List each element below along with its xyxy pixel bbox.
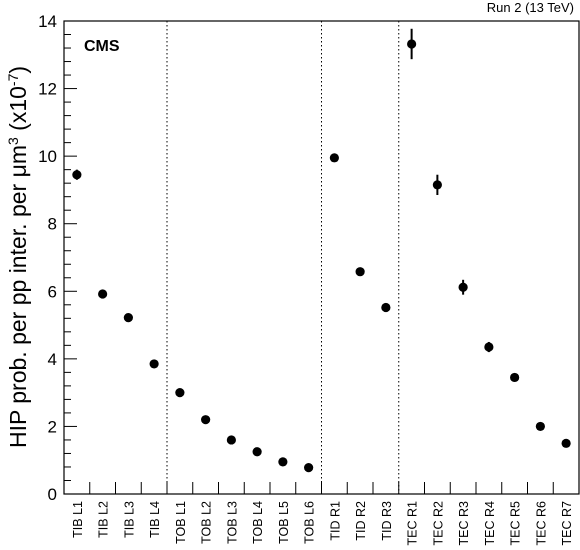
data-point (149, 359, 159, 369)
data-marker (123, 313, 133, 323)
x-tick-label: TOB L4 (251, 501, 265, 544)
x-tick-label: TID R2 (354, 501, 368, 541)
data-marker (175, 388, 185, 398)
x-tick-label: TOB L1 (174, 501, 188, 544)
y-tick-label: 14 (38, 12, 57, 31)
data-point (123, 313, 133, 323)
x-tick-label: TIB L4 (148, 501, 162, 538)
data-point (458, 279, 468, 295)
data-point (381, 302, 391, 313)
x-tick-label: TOB L3 (225, 501, 239, 544)
y-tick-label: 8 (48, 215, 57, 234)
x-tick-label: TOB L5 (277, 501, 291, 544)
region-separators (166, 21, 400, 494)
x-tick-label: TIB L2 (97, 501, 111, 538)
data-marker (407, 39, 417, 49)
y-axis-label-scale-sup: -7 (5, 73, 21, 86)
data-point (407, 28, 417, 60)
data-point (561, 438, 571, 448)
data-marker (72, 170, 82, 180)
x-tick-label: TEC R7 (560, 501, 574, 546)
data-marker (149, 359, 159, 369)
data-point (432, 174, 442, 195)
x-tick-label: TIB L3 (122, 501, 136, 538)
data-point (535, 421, 545, 432)
data-marker (510, 372, 520, 383)
data-marker (329, 153, 339, 163)
x-axis: TIB L1 TIB L2 TIB L3 TIB L4 TOB L1 TOB L2 TOB … (63, 482, 580, 546)
data-marker (201, 415, 211, 425)
data-point (355, 267, 365, 277)
data-point (278, 457, 288, 467)
data-marker (252, 447, 262, 457)
x-tick-label: TEC R3 (457, 501, 471, 546)
y-tick-label: 10 (38, 147, 57, 166)
x-tick-label: TID R3 (380, 501, 394, 541)
data-point (484, 341, 494, 353)
x-tick-label: TOB L6 (303, 501, 317, 544)
y-axis-label: HIP prob. per pp inter. per μm3 (x10-7) (5, 66, 31, 448)
y-axis-label-close: ) (5, 66, 31, 74)
y-tick-label: 6 (48, 282, 57, 301)
data-marker (535, 421, 545, 432)
data-marker (561, 438, 571, 448)
data-marker (458, 282, 468, 292)
y-axis-label-scale: (x10 (5, 86, 31, 137)
data-marker (278, 457, 288, 467)
y-axis-label-main: HIP prob. per pp inter. per μm (5, 145, 31, 448)
y-tick-label: 12 (38, 80, 57, 99)
run-label: Run 2 (13 TeV) (487, 0, 574, 15)
data-point (510, 372, 520, 383)
y-axis-label-sup: 3 (5, 137, 21, 145)
data-point (98, 289, 108, 299)
x-tick-label: TEC R1 (406, 501, 420, 546)
data-point (72, 169, 82, 180)
data-marker (304, 463, 314, 473)
data-point (329, 153, 339, 163)
data-point (226, 435, 236, 445)
x-tick-label: TEC R2 (431, 501, 445, 546)
y-tick-label: 0 (48, 485, 57, 504)
x-tick-label: TEC R4 (483, 501, 497, 546)
data-points (72, 28, 571, 473)
data-point (252, 447, 262, 457)
data-marker (98, 289, 108, 299)
data-marker (432, 180, 442, 190)
data-point (201, 415, 211, 425)
x-tick-label: TOB L2 (200, 501, 214, 544)
x-tick-label: TEC R6 (534, 501, 548, 546)
y-tick-label: 4 (48, 350, 57, 369)
data-point (175, 388, 185, 398)
y-tick-label: 2 (48, 417, 57, 436)
y-axis: 0 2 4 6 8 10 12 14 (38, 12, 77, 504)
cms-label: CMS (84, 38, 120, 55)
x-tick-label: TEC R5 (509, 501, 523, 546)
x-tick-label: TIB L1 (71, 501, 85, 538)
data-marker (381, 302, 391, 313)
data-marker (355, 267, 365, 277)
data-marker (484, 342, 494, 352)
data-marker (226, 435, 236, 445)
data-point (304, 463, 314, 473)
x-tick-label: TID R1 (328, 501, 342, 541)
